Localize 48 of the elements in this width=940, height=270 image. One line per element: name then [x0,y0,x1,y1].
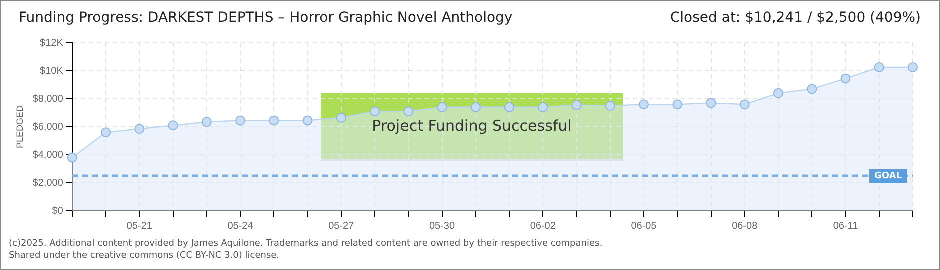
x-tick-label: 05-30 [429,220,456,232]
point [605,101,616,111]
point [672,100,683,110]
point [302,116,313,126]
chart-title: Funding Progress: DARKEST DEPTHS – Horror Graphic Novel Anthology [19,10,513,26]
point [706,98,716,108]
x-tick-label: 05-24 [228,220,254,232]
y-tick-label: $10K [40,66,64,77]
point [538,102,548,112]
point [168,120,178,131]
x-tick-label: 05-21 [126,220,153,232]
x-tick-label: 06-02 [530,220,556,232]
point [572,100,582,110]
point [336,112,346,123]
chart-subtitle: Closed at: $10,241 / $2,500 (409%) [670,10,921,26]
point [437,102,448,112]
point [67,152,78,163]
point [236,116,246,126]
y-tick-label: $4,000 [32,150,64,161]
point [874,62,884,72]
y-tick-label: $0 [52,206,64,217]
point [370,106,380,117]
point [202,117,212,128]
ref-line-label: GOAL [874,171,902,182]
x-tick-label: 06-11 [833,220,859,232]
text: (c)2025. Additional content provided by James Aquilone. Trademarks and related content are owned by their respective companies. [9,238,603,250]
x-tick-label: 05-27 [328,220,355,232]
point [269,116,280,126]
y-axis-title: PLEDGED [14,104,25,149]
point [504,102,515,112]
point [470,102,481,112]
y-tick-label: $6,000 [32,122,64,133]
x-tick-label: 06-05 [631,220,658,232]
point [740,100,750,110]
point [807,84,818,94]
x-tick-label: 06-08 [732,220,758,232]
point [774,88,784,98]
point [639,100,650,110]
point [101,128,112,138]
y-tick-label: $8,000 [32,94,64,105]
y-tick-label: $2,000 [32,178,64,189]
y-tick-label: $12K [40,38,64,49]
point [404,106,414,117]
text: Shared under the creative commons (CC BY-NC 3.0) license. [9,250,281,262]
point [840,74,851,84]
point [908,62,918,72]
point [134,124,145,134]
annotation: Project Funding Successful [371,117,573,135]
